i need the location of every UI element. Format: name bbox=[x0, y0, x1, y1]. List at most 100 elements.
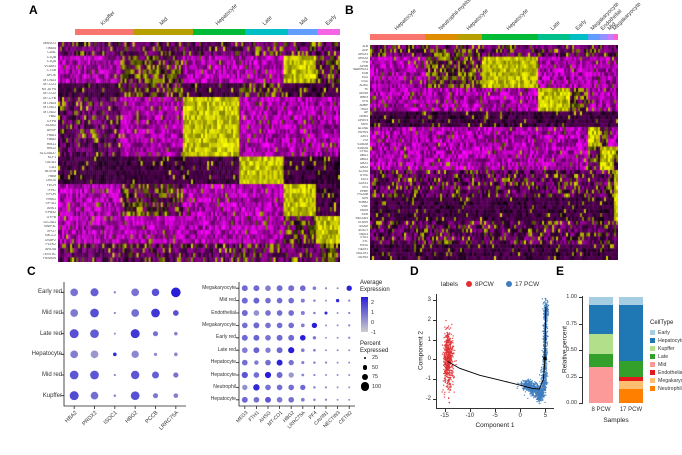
dotplot-row-label: Mid red bbox=[219, 297, 236, 304]
gene-label: GP9 bbox=[361, 197, 368, 201]
gene-label: MT-ND1 bbox=[43, 106, 56, 110]
gene-label: APOM bbox=[359, 91, 368, 95]
cluster-segment bbox=[458, 34, 483, 40]
gene-label: ANK1 bbox=[47, 206, 56, 210]
y-tick-label: -2 bbox=[425, 396, 431, 403]
bar-y-tick-mark bbox=[579, 323, 582, 325]
gene-label: TMCC2 bbox=[44, 234, 56, 238]
y-tick-mark bbox=[433, 339, 436, 341]
gene-label: RHAG bbox=[46, 197, 56, 201]
gene-label: APOC3 bbox=[357, 119, 368, 123]
celltype-legend-swatch bbox=[650, 378, 655, 383]
gene-label: FGB bbox=[361, 72, 368, 76]
gene-label: MT-ND3 bbox=[43, 78, 56, 82]
gene-label: HBG2 bbox=[46, 147, 56, 151]
bar-segment bbox=[589, 334, 613, 355]
y-tick-mark bbox=[433, 319, 436, 321]
x-tick-mark bbox=[520, 409, 522, 412]
celltype-legend-swatch bbox=[650, 346, 655, 351]
gene-label: CTSB bbox=[46, 69, 56, 73]
y-tick-label: 3 bbox=[427, 296, 431, 303]
y-tick-label: 2 bbox=[427, 316, 431, 323]
gene-label: EGFL7 bbox=[358, 228, 368, 232]
celltype-legend-label: Late bbox=[658, 353, 669, 360]
scatter-x-axis-title: Component 1 bbox=[475, 422, 515, 429]
bar-segment bbox=[589, 354, 613, 368]
panel-a-gene-labels: MARCO TIMD4 CD5L C1QB C1QA VCAM1 CTSB APOE MT-ND… bbox=[26, 42, 56, 262]
dotplot-row-label: Neutrophil bbox=[213, 383, 236, 390]
gene-label: APOA2 bbox=[357, 56, 368, 60]
avg-expression-legend-title: Average Expression bbox=[360, 280, 390, 293]
celltype-legend-label: Megakaryocyte bbox=[658, 377, 682, 384]
gene-label: CETN2 bbox=[358, 255, 368, 259]
celltype-legend-label: Hepatocyte bbox=[658, 337, 682, 344]
gene-label: GYPA bbox=[46, 119, 56, 123]
panel-b-cluster-bar: Hepatocyte Neutrophil-myeloid Hepatocyte He… bbox=[370, 0, 642, 40]
x-tick-label: -15 bbox=[440, 413, 449, 419]
gene-label: ITGA2B bbox=[357, 193, 368, 197]
percent-expressed-legend-title: Percent Expressed bbox=[360, 341, 389, 354]
panel-e-label: E bbox=[556, 264, 565, 278]
gene-label: KLF1 bbox=[47, 156, 56, 160]
gradient-tick-label: 1 bbox=[371, 309, 375, 316]
gene-label: EPB42 bbox=[45, 211, 56, 215]
gene-label: FGA bbox=[361, 76, 368, 80]
gene-label: TUBB1 bbox=[358, 201, 368, 205]
panel-b-heatmap bbox=[370, 45, 618, 260]
cluster-segment bbox=[133, 29, 193, 35]
gene-label: SLC25A37 bbox=[39, 151, 56, 155]
y-tick-label: -1 bbox=[425, 376, 431, 383]
gene-label: XPO7 bbox=[46, 229, 56, 233]
gene-label: AHSG bbox=[359, 84, 368, 88]
dotplot-right bbox=[234, 282, 357, 412]
bar-y-tick-mark bbox=[579, 350, 582, 351]
bar-segment bbox=[619, 377, 643, 382]
gene-label: GATA1 bbox=[358, 181, 368, 185]
dotplot-left bbox=[59, 282, 188, 412]
gene-label: ALB bbox=[362, 45, 368, 48]
celltype-legend-label: Mid bbox=[658, 361, 667, 368]
stacked-bar bbox=[619, 297, 643, 403]
gene-label: ELANE bbox=[358, 127, 368, 131]
expression-gradient-bar bbox=[361, 297, 368, 332]
gene-label: CDH5 bbox=[359, 209, 368, 213]
gene-label: GATA1 bbox=[45, 161, 56, 165]
y-tick-mark bbox=[433, 379, 436, 381]
gene-label: FTL bbox=[362, 240, 368, 244]
gene-label: PLEK2 bbox=[45, 243, 56, 247]
percent-legend-label: 50 bbox=[372, 364, 379, 371]
celltype-legend-label: Neutrophil bbox=[658, 385, 682, 392]
gene-label: ALAS2 bbox=[358, 170, 368, 173]
bar-segment bbox=[619, 381, 643, 390]
gene-label: APOA1 bbox=[357, 52, 368, 56]
percent-legend-dot bbox=[362, 365, 368, 370]
dotplot-row-label: Hepatocyte bbox=[31, 351, 62, 358]
percent-legend-label: 100 bbox=[372, 383, 382, 390]
panel-a-cluster-bar: Kupffer Mid Hepatocyte Late Mid Early bbox=[75, 0, 340, 36]
gene-label: MEG3 bbox=[359, 232, 368, 236]
gene-label: C1QA bbox=[46, 60, 56, 64]
gene-label: ALAS2 bbox=[45, 124, 56, 128]
scatter-x-axis-line bbox=[436, 408, 554, 409]
panel-d-label: D bbox=[410, 264, 419, 278]
bar-x-label: 8 PCW bbox=[591, 407, 611, 413]
gene-label: MT-CO1 bbox=[43, 83, 56, 87]
gradient-tick-label: 2 bbox=[371, 299, 375, 306]
dotplot-row-label: Megakaryocyte bbox=[202, 284, 236, 291]
gene-label: AMBP bbox=[359, 103, 368, 107]
bar-y-tick-label: 0.00 bbox=[566, 400, 577, 407]
scatter-legend-title: labels bbox=[441, 281, 458, 288]
percent-legend-label: 75 bbox=[372, 374, 379, 380]
cluster-segment bbox=[600, 34, 609, 40]
gene-label: FECH bbox=[46, 183, 56, 187]
gene-label: PPBP bbox=[359, 189, 368, 193]
dotplot-row-label: Hepatocyte bbox=[210, 371, 236, 378]
gene-label: HBA1 bbox=[360, 162, 368, 166]
dotplot-row-label: Early red bbox=[215, 334, 236, 341]
scatter-y-axis-title: Component 2 bbox=[417, 330, 425, 371]
celltype-legend-title: CellType bbox=[650, 320, 674, 326]
gene-label: SPTA1 bbox=[45, 202, 57, 206]
percent-legend-dot bbox=[363, 356, 367, 360]
cluster-segment bbox=[538, 34, 571, 40]
